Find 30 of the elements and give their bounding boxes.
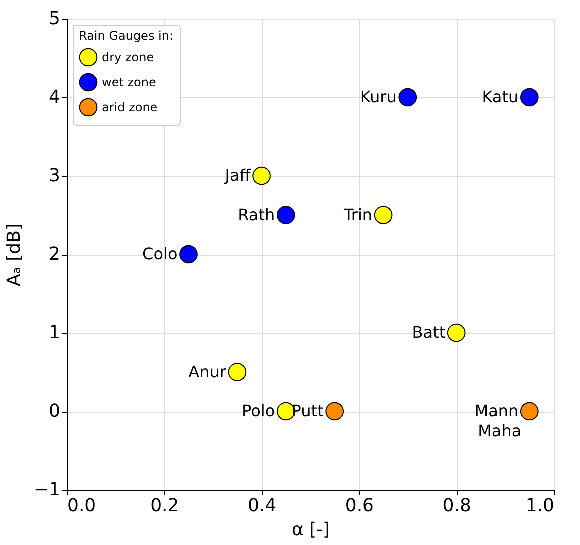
annotation: Jaff (224, 166, 252, 185)
annotation: Anur (188, 362, 227, 382)
annotation: Maha (478, 422, 522, 440)
y-tick-label: 2 (49, 244, 60, 265)
y-tick-label: 5 (49, 8, 60, 30)
y-tick-label: 1 (49, 322, 60, 344)
legend-label: dry zone (102, 50, 154, 64)
legend-title: Rain Gauges in: (79, 29, 174, 43)
x-tick-label: 1.0 (526, 496, 554, 516)
legend-label: arid zone (102, 100, 158, 114)
y-tick-label: −1 (34, 480, 60, 500)
y-tick-label: 4 (49, 87, 60, 108)
x-tick-label: 0.8 (442, 496, 472, 516)
annotation: Rath (238, 205, 276, 224)
annotation: Mann (474, 402, 519, 420)
x-tick-label: 0.4 (248, 496, 277, 516)
x-axis-title: α [-] (292, 520, 330, 540)
x-tick-label: 0.6 (345, 496, 374, 516)
annotation: Kuru (360, 88, 397, 106)
y-tick-label: 0 (49, 401, 60, 422)
legend-label: wet zone (102, 76, 156, 90)
annotation: Polo (242, 402, 276, 420)
x-tick-label: 0.2 (150, 496, 180, 516)
x-tick-label: 0.0 (68, 496, 96, 516)
y-axis-title: Aₐ [dB] (4, 224, 25, 286)
annotation: Colo (142, 244, 178, 264)
annotation: Batt (412, 323, 446, 342)
y-tick-label: 3 (49, 166, 60, 186)
annotation: Katu (482, 88, 519, 106)
annotation: Trin (342, 205, 373, 224)
